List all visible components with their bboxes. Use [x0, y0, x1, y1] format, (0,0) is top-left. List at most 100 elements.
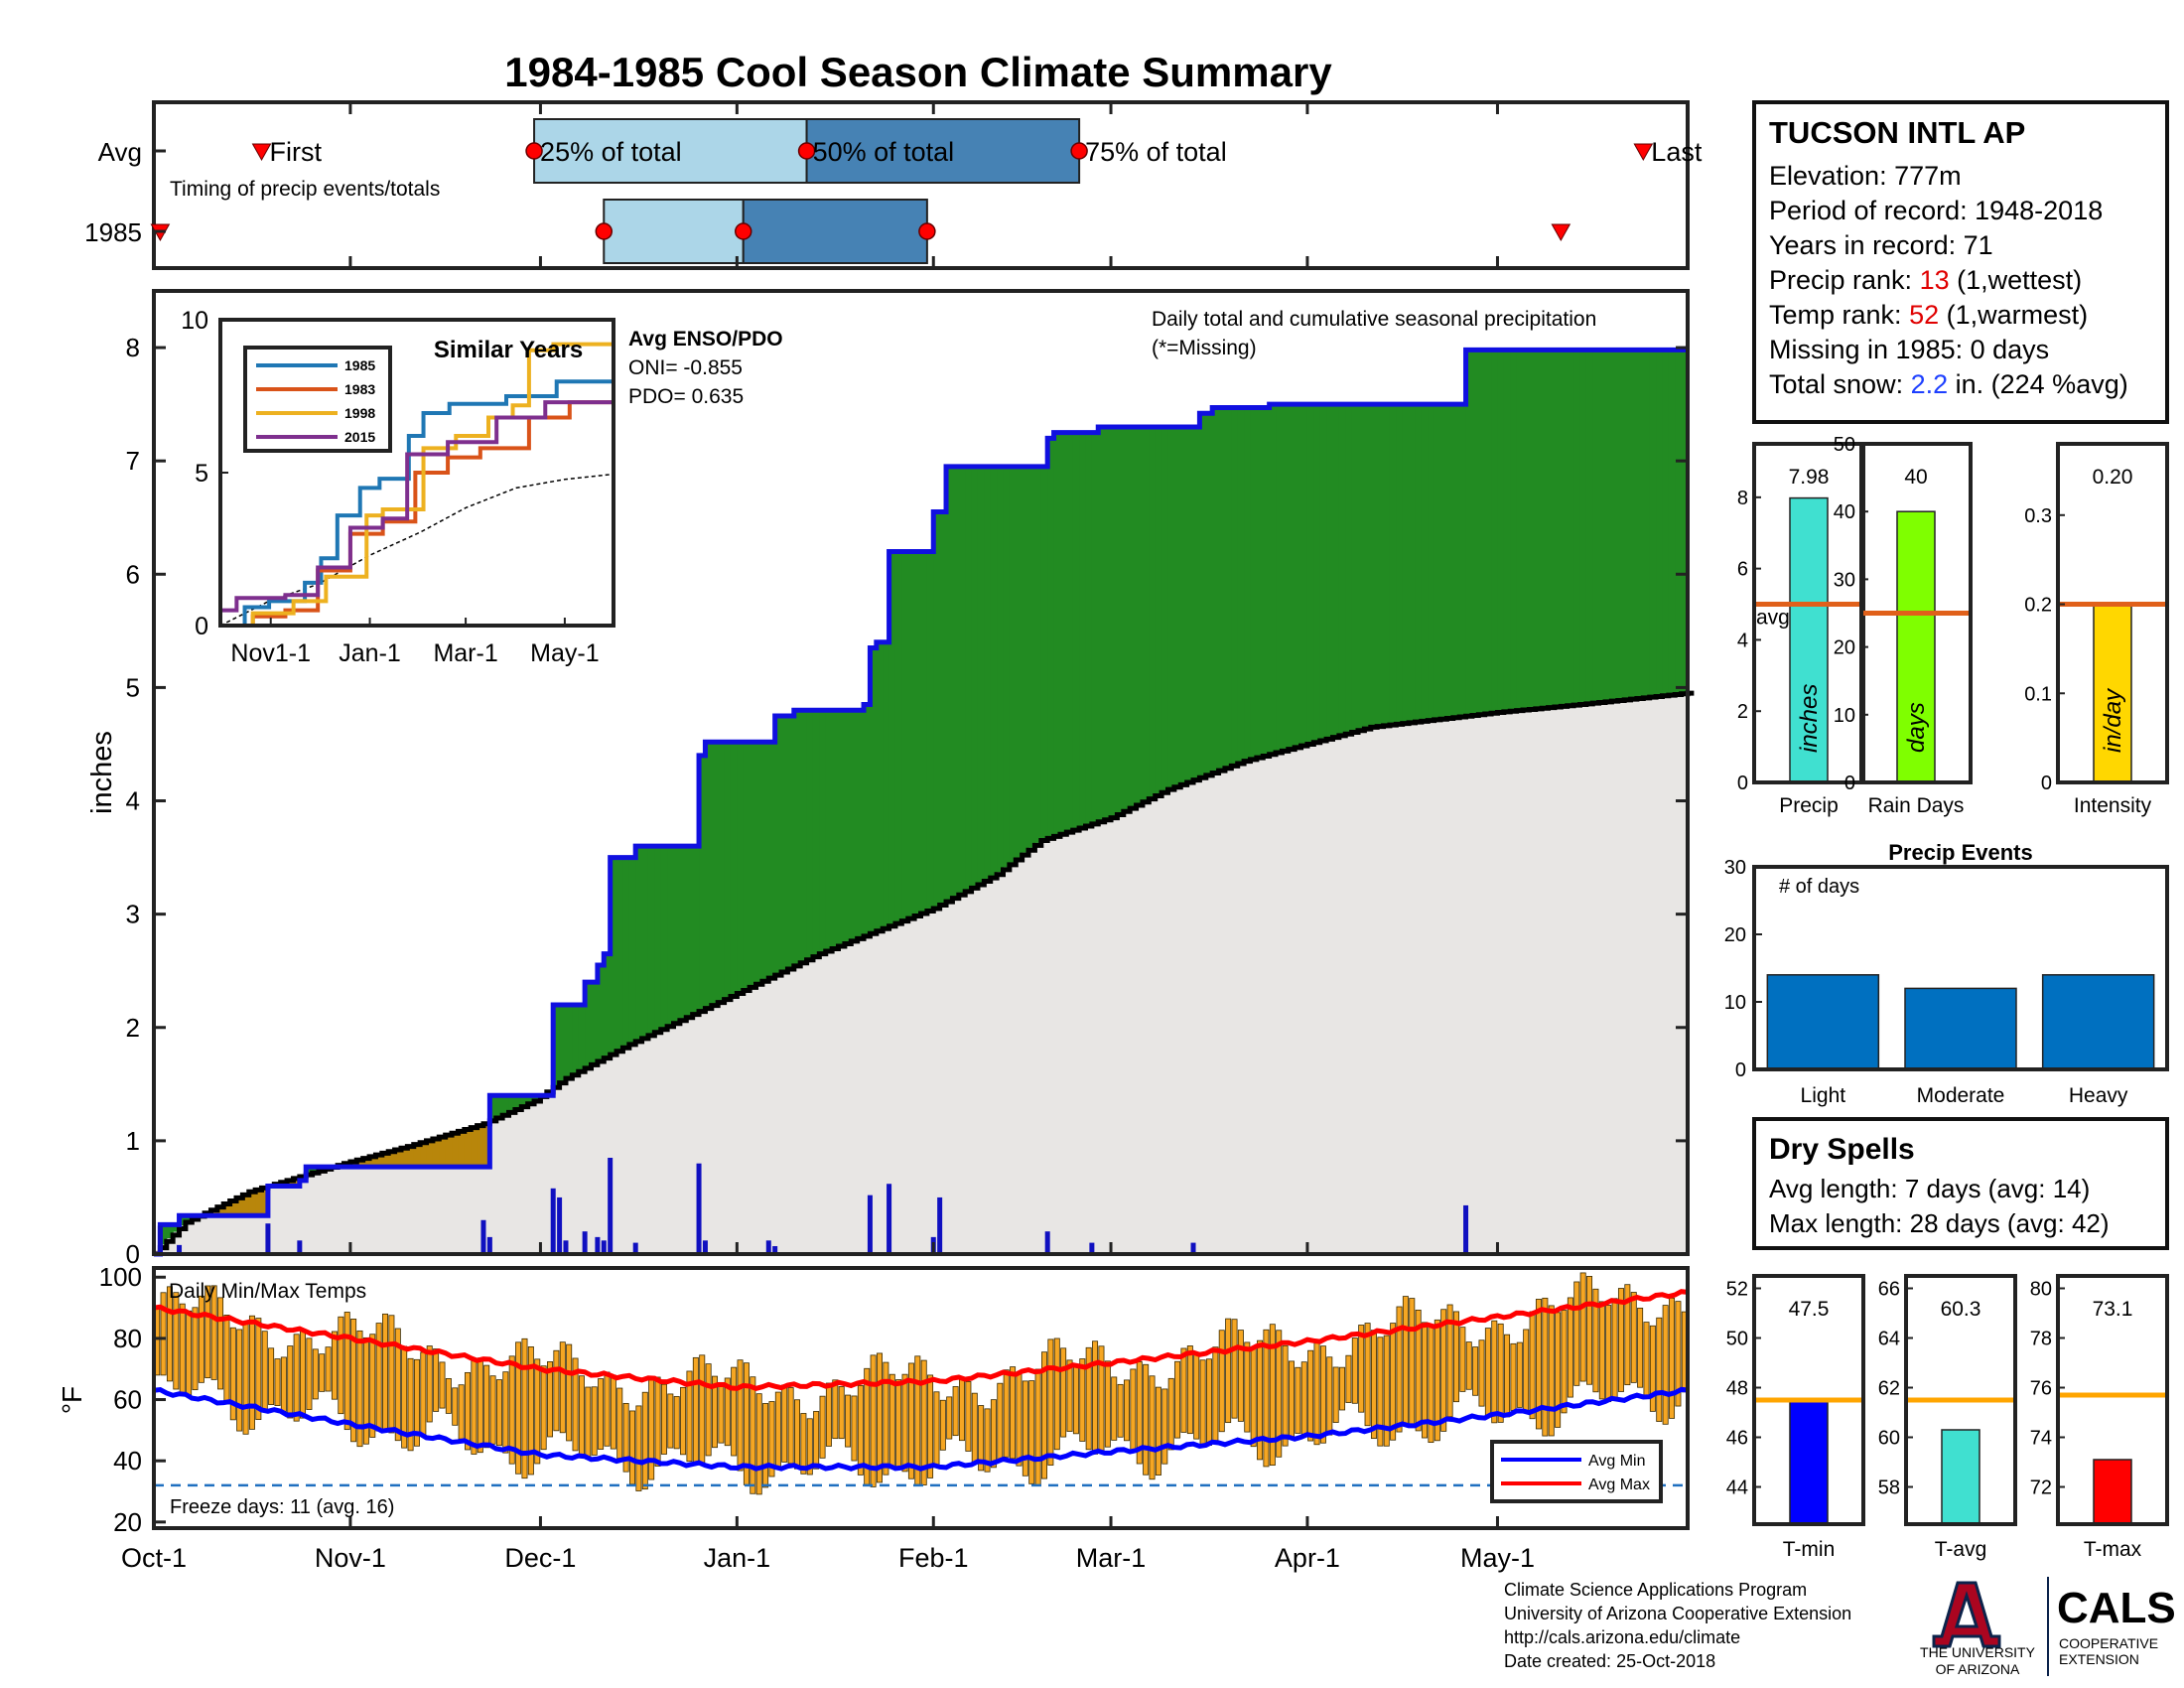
above-average-fill [705, 742, 713, 1008]
station-info-box: TUCSON INTL AP Elevation: 777m Period of… [1752, 100, 2169, 424]
summary-panel-label: T-min [1783, 1538, 1836, 1561]
above-average-fill [737, 742, 745, 992]
inset-xtick-label: Nov1-1 [230, 639, 311, 667]
above-average-fill [1104, 426, 1112, 819]
summary-ytick-label: 20 [1834, 637, 1855, 659]
daily-temp-bar [907, 1362, 914, 1479]
daily-precip-bar [480, 1219, 486, 1254]
below-average-fill [381, 1152, 389, 1168]
date-xtick-label: Dec-1 [504, 1543, 576, 1573]
daily-temp-bar [794, 1399, 800, 1470]
coop-text-2: EXTENSION [2059, 1651, 2139, 1667]
below-average-fill [445, 1134, 453, 1168]
daily-temp-bar [1510, 1342, 1517, 1411]
station-snow: Total snow: 2.2 in. (224 %avg) [1769, 369, 2128, 399]
above-average-fill [1542, 350, 1550, 708]
daily-temp-bar [287, 1345, 294, 1419]
daily-temp-bar [604, 1371, 611, 1447]
above-average-fill [1269, 404, 1277, 754]
daily-temp-bar [724, 1377, 731, 1447]
above-average-fill [660, 846, 668, 1029]
page-title: 1984-1985 Cool Season Climate Summary [504, 49, 1332, 95]
daily-temp-bar [705, 1363, 712, 1457]
events-ytick-label: 20 [1724, 924, 1746, 946]
daily-temp-bar [1535, 1299, 1542, 1430]
above-average-fill [1091, 432, 1099, 823]
above-average-fill [1231, 407, 1239, 766]
above-average-fill [781, 715, 789, 971]
daily-temp-bar [1377, 1336, 1384, 1447]
summary-ytick-label: 0 [1737, 773, 1748, 794]
daily-temp-bar [1586, 1276, 1593, 1385]
daily-temp-bar [534, 1358, 541, 1465]
above-average-fill [883, 641, 890, 927]
above-average-fill [1295, 404, 1302, 748]
daily-temp-bar [1669, 1297, 1676, 1419]
above-average-fill [1016, 466, 1024, 858]
daily-temp-bar [1288, 1360, 1295, 1438]
daily-temp-bar [1010, 1366, 1017, 1460]
daily-temp-bar [179, 1303, 186, 1396]
below-average-fill [471, 1126, 478, 1168]
daily-temp-bar [1072, 1364, 1079, 1435]
above-average-fill [572, 1004, 580, 1073]
summary-unit-label: in/day [2100, 687, 2126, 753]
daily-temp-bar [274, 1358, 281, 1406]
above-average-fill [1370, 404, 1378, 727]
above-average-fill [160, 1224, 168, 1245]
precip-summary-bars: 0 2 4 6 8 7.98 Precip inches avg 0 10 20 30 40 50 40 Rai… [1737, 434, 2169, 817]
temp-chart-title: Daily Min/Max Temps [169, 1280, 366, 1303]
summary-panel-label: T-max [2084, 1538, 2142, 1561]
daily-temp-bar [787, 1387, 794, 1465]
above-average-fill [1351, 404, 1359, 732]
daily-temp-bar [369, 1334, 376, 1438]
summary-unit-label: days [1903, 702, 1930, 753]
inset-title: Similar Years [434, 337, 583, 363]
temp-legend: Avg Min Avg Max [1490, 1440, 1663, 1503]
daily-temp-bar [242, 1322, 249, 1435]
daily-temp-bar [356, 1330, 363, 1448]
dry-avg-length: Avg length: 7 days (avg: 14) [1769, 1174, 2090, 1203]
daily-temp-bar [1422, 1322, 1429, 1439]
above-average-fill [1516, 350, 1524, 711]
summary-ytick-label: 30 [1834, 569, 1855, 591]
precip-missing-note: (*=Missing) [1152, 337, 1257, 359]
daily-temp-bar [452, 1387, 459, 1426]
above-average-fill [997, 466, 1005, 873]
timing-last-triangle-icon [1551, 223, 1571, 242]
daily-temp-bar [1123, 1379, 1130, 1442]
above-average-fill [166, 1224, 174, 1239]
daily-temp-bar [1409, 1298, 1416, 1427]
daily-temp-bar [933, 1391, 940, 1466]
above-average-fill [1478, 350, 1486, 715]
daily-temp-bar [1415, 1309, 1422, 1432]
above-average-fill [876, 641, 884, 930]
below-average-fill [369, 1156, 377, 1168]
daily-temp-bar [521, 1337, 528, 1479]
daily-temp-bar [280, 1356, 287, 1412]
above-average-fill [1358, 404, 1366, 730]
temp-rank-label: Temp rank: [1769, 300, 1909, 330]
above-average-fill [1186, 426, 1194, 781]
precip-ytick-label: 2 [126, 1013, 140, 1043]
daily-temp-bar [870, 1354, 877, 1487]
coop-text-1: COOPERATIVE [2059, 1635, 2158, 1651]
daily-temp-bar [572, 1357, 579, 1452]
daily-temp-bar [750, 1376, 756, 1494]
daily-temp-bar [1180, 1347, 1187, 1433]
footer-line4: Date created: 25-Oct-2018 [1504, 1651, 1715, 1671]
below-average-fill [458, 1130, 466, 1168]
above-average-fill [1149, 426, 1157, 798]
above-average-fill [1471, 350, 1479, 716]
below-average-fill [426, 1139, 434, 1168]
below-average-fill [216, 1205, 224, 1216]
daily-temp-bar [1307, 1349, 1314, 1442]
daily-temp-bar [959, 1378, 965, 1442]
daily-temp-bar [1611, 1298, 1618, 1399]
above-average-fill [1529, 350, 1537, 710]
above-average-fill [838, 710, 846, 945]
precip-ytick-label: 7 [126, 446, 140, 476]
daily-temp-bar [1199, 1359, 1206, 1445]
daily-temp-bar [622, 1402, 629, 1473]
daily-temp-bar [1332, 1366, 1339, 1423]
